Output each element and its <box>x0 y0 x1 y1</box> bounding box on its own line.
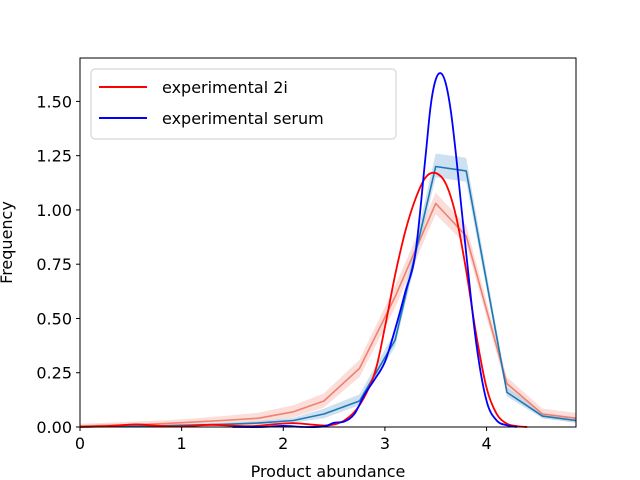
y-tick-label: 1.00 <box>36 201 72 220</box>
y-axis-ticks: 0.00 0.25 0.50 0.75 1.00 1.25 1.50 <box>36 92 80 437</box>
x-tick-label: 0 <box>75 434 85 453</box>
x-tick-label: 3 <box>380 434 390 453</box>
band-2 <box>80 192 576 427</box>
x-tick-label: 1 <box>177 434 187 453</box>
series-lines <box>79 72 577 428</box>
x-tick-label: 2 <box>278 434 288 453</box>
series-line-experimental-2i <box>79 171 528 428</box>
x-tick-label: 4 <box>481 434 491 453</box>
y-axis-label: Frequency <box>0 201 16 284</box>
x-axis-ticks: 0 1 2 3 4 <box>75 427 492 453</box>
band-3 <box>80 153 576 427</box>
series-line-experimental-serum <box>232 72 518 428</box>
y-tick-label: 1.25 <box>36 147 72 166</box>
y-tick-label: 0.25 <box>36 364 72 383</box>
confidence-bands <box>80 153 576 427</box>
legend: experimental 2i experimental serum <box>90 68 397 140</box>
x-axis-label: Product abundance <box>251 462 406 480</box>
plot-frame <box>79 57 577 428</box>
legend-label-experimental-serum: experimental serum <box>162 109 324 128</box>
series-line-3 <box>79 165 577 428</box>
y-tick-label: 1.50 <box>36 92 72 111</box>
legend-box <box>90 68 397 140</box>
y-tick-label: 0.75 <box>36 255 72 274</box>
y-tick-label: 0.50 <box>36 309 72 328</box>
y-tick-label: 0.00 <box>36 418 72 437</box>
legend-label-experimental-2i: experimental 2i <box>162 78 288 97</box>
